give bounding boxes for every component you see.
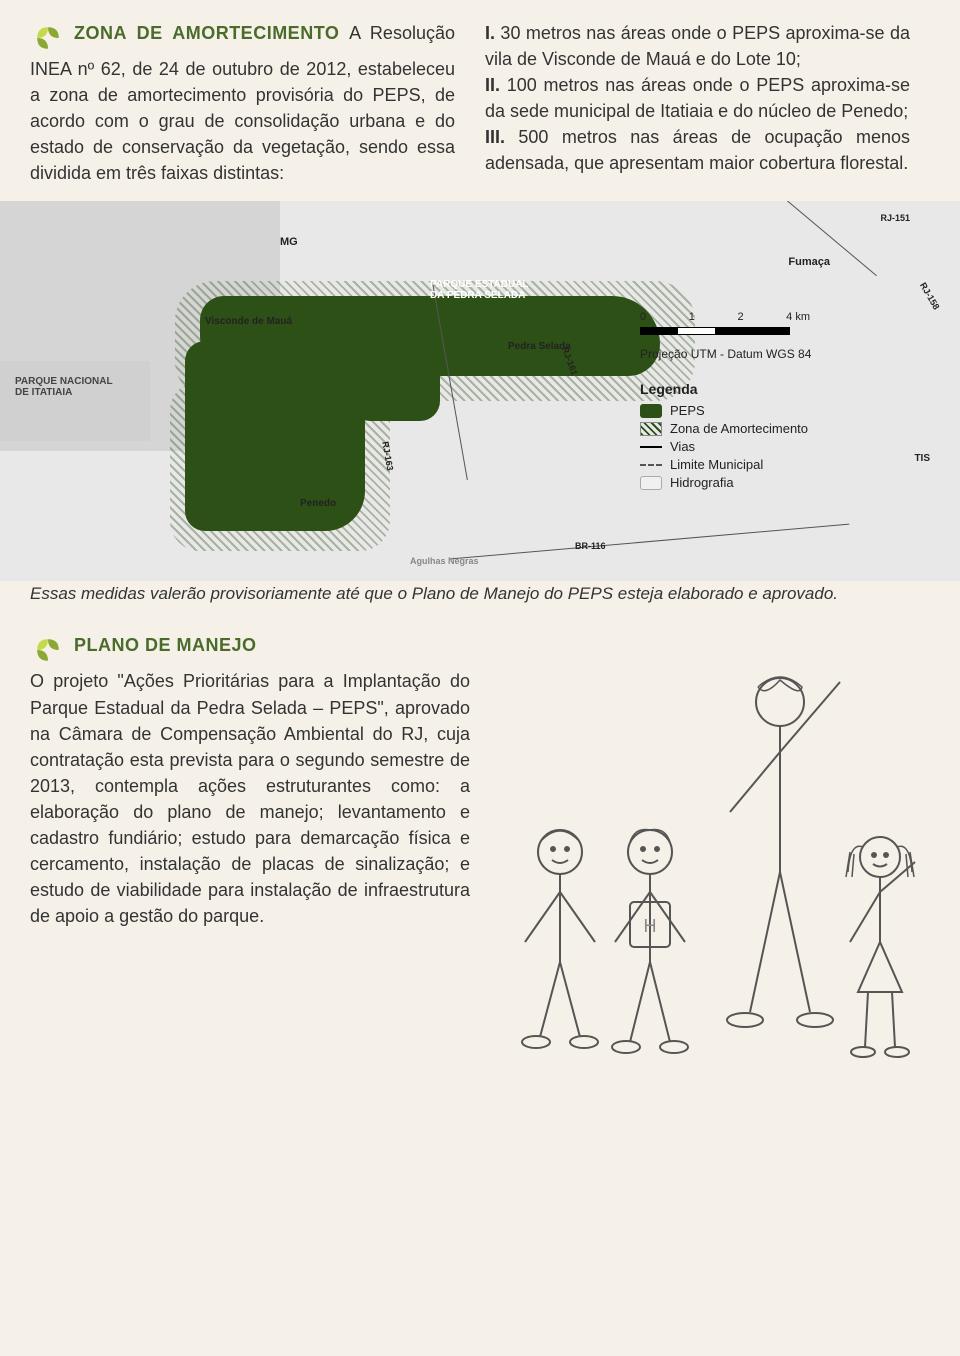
item-iii-label: III. [485,127,505,147]
buffer-zone-intro: A Resolução INEA nº 62, de 24 de outubro… [30,23,455,183]
swatch-vias [640,446,662,448]
buffer-zone-section: ZONA DE AMORTECIMENTO A Resolução INEA n… [0,0,960,201]
legend-title: Legenda [640,381,900,397]
legend-item-peps: PEPS [640,403,900,418]
map-park-area [350,351,440,421]
leaf-icon [30,20,66,56]
map-container: MG RJ-151 RJ-158 RJ-163 RJ-161 Fumaça Vi… [0,201,960,581]
buffer-zone-heading: ZONA DE AMORTECIMENTO [74,23,339,43]
map-pni-title: PARQUE NACIONAL DE ITATIAIA [15,376,113,398]
management-plan-section: PLANO DE MANEJO O projeto "Ações Priorit… [0,622,960,929]
swatch-peps [640,404,662,418]
item-i-text: 30 metros nas áreas onde o PEPS aproxima… [485,23,910,69]
map-label-pedra: Pedra Selada [508,341,571,352]
column-right: I. 30 metros nas áreas onde o PEPS aprox… [485,20,910,186]
map-label-penedo: Penedo [300,498,336,509]
scale-labels: 0 1 2 4 km [640,311,810,323]
item-i-label: I. [485,23,495,43]
projection-text: Projeção UTM - Datum WGS 84 [640,347,900,361]
swatch-hidro [640,476,662,490]
map-park-area [185,341,365,531]
map-legend: 0 1 2 4 km Projeção UTM - Datum WGS 84 L… [640,311,900,493]
map-label-fumaca: Fumaça [788,256,830,268]
item-ii-label: II. [485,75,500,95]
item-ii-text: 100 metros nas áreas onde o PEPS aproxim… [485,75,910,121]
management-plan-text-block: PLANO DE MANEJO O projeto "Ações Priorit… [30,632,470,929]
scale-bar [640,327,790,335]
children-illustration: H [480,642,920,1072]
provisional-note: Essas medidas valerão provisoriamente at… [0,581,960,622]
legend-item-limite: Limite Municipal [640,457,900,472]
map-label-mg: MG [280,236,298,248]
legend-item-vias: Vias [640,439,900,454]
legend-item-zona: Zona de Amortecimento [640,421,900,436]
column-left: ZONA DE AMORTECIMENTO A Resolução INEA n… [30,20,455,186]
legend-item-hidro: Hidrografia [640,475,900,490]
map-park-title: PARQUE ESTADUAL DA PEDRA SELADA [430,279,529,301]
management-plan-body: O projeto "Ações Prioritárias para a Imp… [30,668,470,929]
map-label-agulhas: Agulhas Negras [410,556,479,566]
management-plan-heading: PLANO DE MANEJO [74,635,257,655]
item-iii-text: 500 metros nas áreas de ocupação menos a… [485,127,910,173]
map-label-tis: TIS [914,453,930,464]
swatch-limite [640,464,662,466]
map-label-br116: BR-116 [575,541,606,551]
map-label-visconde: Visconde de Mauá [205,316,292,327]
map-label-rj151: RJ-151 [880,213,910,223]
map-pni-area [0,361,150,441]
svg-text:H: H [644,916,657,936]
map-label-rj158: RJ-158 [919,281,942,312]
leaf-icon [30,632,66,668]
map-road [451,524,850,560]
swatch-zona [640,422,662,436]
